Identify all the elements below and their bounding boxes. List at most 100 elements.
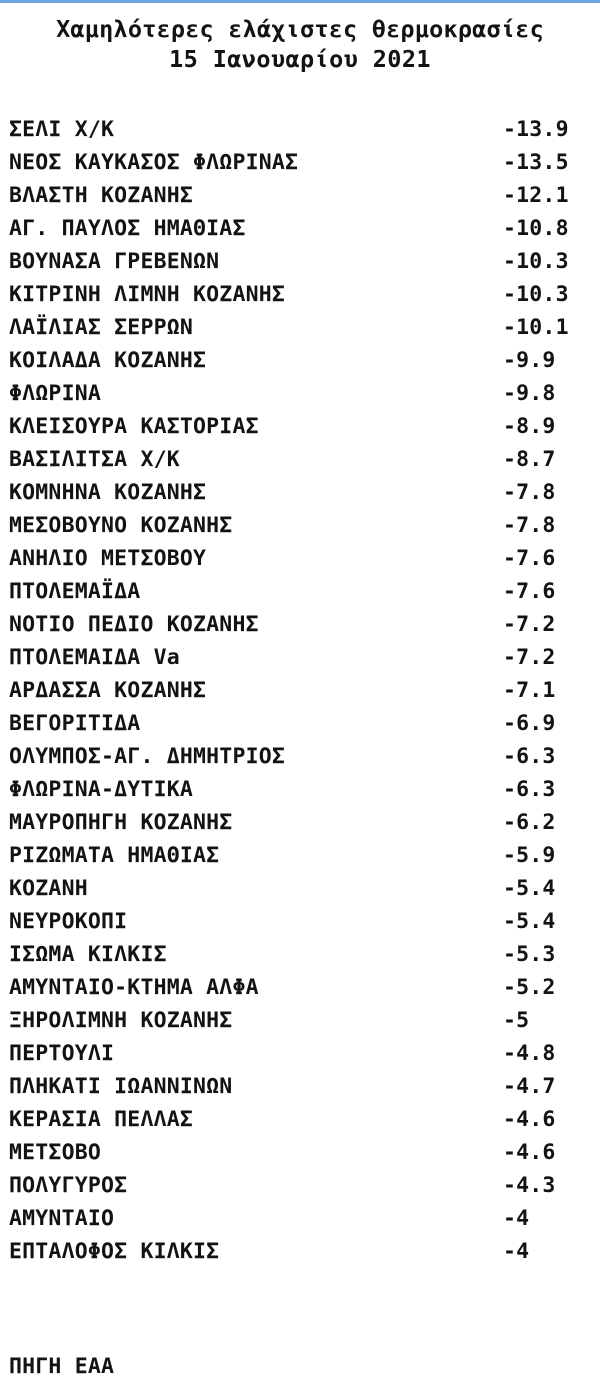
station-name: ΡΙΖΩΜΑΤΑ ΗΜΑΘΙΑΣ [9, 843, 220, 868]
table-row: ΝΕΟΣ ΚΑΥΚΑΣΟΣ ΦΛΩΡΙΝΑΣ -13.5 [0, 146, 600, 179]
table-row: ΜΑΥΡΟΠΗΓΗ ΚΟΖΑΝΗΣ -6.2 [0, 806, 600, 839]
station-name: ΝΕΟΣ ΚΑΥΚΑΣΟΣ ΦΛΩΡΙΝΑΣ [9, 150, 299, 175]
report-header: Χαμηλότερες ελάχιστες θερμοκρασίες 15 Ια… [0, 3, 600, 74]
station-name: ΒΑΣΙΛΙΤΣΑ Χ/Κ [9, 447, 180, 472]
station-name: ΠΤΟΛΕΜΑΙΔΑ Va [9, 645, 180, 670]
station-name: ΙΣΩΜΑ ΚΙΛΚΙΣ [9, 942, 167, 967]
temperature-value: -13.5 [503, 150, 569, 175]
source-label: ΠΗΓΗ ΕΑΑ [9, 1354, 115, 1379]
temperature-value: -12.1 [503, 183, 569, 208]
temperature-value: -4.6 [503, 1107, 556, 1132]
temperature-value: -4 [503, 1206, 530, 1231]
temperature-value: -4.7 [503, 1074, 556, 1099]
top-accent-rule [0, 0, 600, 3]
station-name: ΑΓ. ΠΑΥΛΟΣ ΗΜΑΘΙΑΣ [9, 216, 246, 241]
temperature-value: -7.6 [503, 546, 556, 571]
temperature-value: -7.2 [503, 612, 556, 637]
table-row: ΛΑΪΛΙΑΣ ΣΕΡΡΩΝ -10.1 [0, 311, 600, 344]
temperature-value: -10.8 [503, 216, 569, 241]
station-name: ΜΑΥΡΟΠΗΓΗ ΚΟΖΑΝΗΣ [9, 810, 233, 835]
temperature-table: ΣΕΛΙ Χ/Κ -13.9 ΝΕΟΣ ΚΑΥΚΑΣΟΣ ΦΛΩΡΙΝΑΣ -13.5… [0, 113, 600, 1268]
table-row: ΒΟΥΝΑΣΑ ΓΡΕΒΕΝΩΝ -10.3 [0, 245, 600, 278]
table-row: ΚΛΕΙΣΟΥΡΑ ΚΑΣΤΟΡΙΑΣ -8.9 [0, 410, 600, 443]
station-name: ΑΜΥΝΤΑΙΟ [9, 1206, 115, 1231]
temperature-value: -9.8 [503, 381, 556, 406]
station-name: ΕΠΤΑΛΟΦΟΣ ΚΙΛΚΙΣ [9, 1239, 220, 1264]
table-row: ΠΟΛΥΓΥΡΟΣ -4.3 [0, 1169, 600, 1202]
temperature-report-sheet: Χαμηλότερες ελάχιστες θερμοκρασίες 15 Ια… [0, 3, 600, 1399]
station-name: ΚΟΙΛΑΔΑ ΚΟΖΑΝΗΣ [9, 348, 207, 373]
temperature-value: -7.6 [503, 579, 556, 604]
station-name: ΜΕΣΟΒΟΥΝΟ ΚΟΖΑΝΗΣ [9, 513, 233, 538]
station-name: ΟΛΥΜΠΟΣ-ΑΓ. ΔΗΜΗΤΡΙΟΣ [9, 744, 286, 769]
temperature-value: -6.2 [503, 810, 556, 835]
temperature-value: -4.3 [503, 1173, 556, 1198]
table-row: ΟΛΥΜΠΟΣ-ΑΓ. ΔΗΜΗΤΡΙΟΣ -6.3 [0, 740, 600, 773]
temperature-value: -13.9 [503, 117, 569, 142]
temperature-value: -6.9 [503, 711, 556, 736]
table-row: ΙΣΩΜΑ ΚΙΛΚΙΣ -5.3 [0, 938, 600, 971]
station-name: ΑΡΔΑΣΣΑ ΚΟΖΑΝΗΣ [9, 678, 207, 703]
temperature-value: -5 [503, 1008, 530, 1033]
table-row: ΜΕΤΣΟΒΟ -4.6 [0, 1136, 600, 1169]
table-row: ΑΡΔΑΣΣΑ ΚΟΖΑΝΗΣ -7.1 [0, 674, 600, 707]
table-row: ΞΗΡΟΛΙΜΝΗ ΚΟΖΑΝΗΣ -5 [0, 1004, 600, 1037]
temperature-value: -7.2 [503, 645, 556, 670]
station-name: ΠΟΛΥΓΥΡΟΣ [9, 1173, 128, 1198]
temperature-value: -9.9 [503, 348, 556, 373]
table-row: ΦΛΩΡΙΝΑ-ΔΥΤΙΚΑ -6.3 [0, 773, 600, 806]
table-row: ΑΝΗΛΙΟ ΜΕΤΣΟΒΟΥ -7.6 [0, 542, 600, 575]
table-row: ΚΙΤΡΙΝΗ ΛΙΜΝΗ ΚΟΖΑΝΗΣ -10.3 [0, 278, 600, 311]
temperature-value: -10.1 [503, 315, 569, 340]
table-row: ΒΛΑΣΤΗ ΚΟΖΑΝΗΣ -12.1 [0, 179, 600, 212]
table-row: ΠΛΗΚΑΤΙ ΙΩΑΝΝΙΝΩΝ -4.7 [0, 1070, 600, 1103]
temperature-value: -5.3 [503, 942, 556, 967]
temperature-value: -7.8 [503, 480, 556, 505]
table-row: ΝΕΥΡΟΚΟΠΙ -5.4 [0, 905, 600, 938]
station-name: ΛΑΪΛΙΑΣ ΣΕΡΡΩΝ [9, 315, 194, 340]
station-name: ΑΜΥΝΤΑΙΟ-ΚΤΗΜΑ ΑΛΦΑ [9, 975, 259, 1000]
table-row: ΚΟΜΝΗΝΑ ΚΟΖΑΝΗΣ -7.8 [0, 476, 600, 509]
station-name: ΒΟΥΝΑΣΑ ΓΡΕΒΕΝΩΝ [9, 249, 220, 274]
station-name: ΚΕΡΑΣΙΑ ΠΕΛΛΑΣ [9, 1107, 194, 1132]
station-name: ΦΛΩΡΙΝΑ [9, 381, 102, 406]
temperature-value: -7.8 [503, 513, 556, 538]
station-name: ΦΛΩΡΙΝΑ-ΔΥΤΙΚΑ [9, 777, 194, 802]
table-row: ΑΓ. ΠΑΥΛΟΣ ΗΜΑΘΙΑΣ -10.8 [0, 212, 600, 245]
station-name: ΠΕΡΤΟΥΛΙ [9, 1041, 115, 1066]
station-name: ΒΕΓΟΡΙΤΙΔΑ [9, 711, 141, 736]
temperature-value: -4.8 [503, 1041, 556, 1066]
table-row: ΡΙΖΩΜΑΤΑ ΗΜΑΘΙΑΣ -5.9 [0, 839, 600, 872]
station-name: ΚΟΖΑΝΗ [9, 876, 88, 901]
temperature-value: -7.1 [503, 678, 556, 703]
temperature-value: -6.3 [503, 744, 556, 769]
temperature-value: -5.4 [503, 876, 556, 901]
station-name: ΝΕΥΡΟΚΟΠΙ [9, 909, 128, 934]
temperature-value: -5.2 [503, 975, 556, 1000]
station-name: ΒΛΑΣΤΗ ΚΟΖΑΝΗΣ [9, 183, 194, 208]
station-name: ΚΟΜΝΗΝΑ ΚΟΖΑΝΗΣ [9, 480, 207, 505]
report-date: 15 Ιανουαρίου 2021 [169, 45, 431, 73]
station-name: ΞΗΡΟΛΙΜΝΗ ΚΟΖΑΝΗΣ [9, 1008, 233, 1033]
station-name: ΠΛΗΚΑΤΙ ΙΩΑΝΝΙΝΩΝ [9, 1074, 233, 1099]
table-row: ΒΕΓΟΡΙΤΙΔΑ -6.9 [0, 707, 600, 740]
table-row: ΚΟΙΛΑΔΑ ΚΟΖΑΝΗΣ -9.9 [0, 344, 600, 377]
table-row: ΚΟΖΑΝΗ -5.4 [0, 872, 600, 905]
table-row: ΒΑΣΙΛΙΤΣΑ Χ/Κ -8.7 [0, 443, 600, 476]
station-name: ΑΝΗΛΙΟ ΜΕΤΣΟΒΟΥ [9, 546, 207, 571]
table-row: ΚΕΡΑΣΙΑ ΠΕΛΛΑΣ -4.6 [0, 1103, 600, 1136]
temperature-value: -8.9 [503, 414, 556, 439]
page-title: Χαμηλότερες ελάχιστες θερμοκρασίες [56, 15, 544, 43]
station-name: ΠΤΟΛΕΜΑΪΔΑ [9, 579, 141, 604]
temperature-value: -10.3 [503, 249, 569, 274]
station-name: ΣΕΛΙ Χ/Κ [9, 117, 115, 142]
table-row: ΠΤΟΛΕΜΑΪΔΑ -7.6 [0, 575, 600, 608]
station-name: ΜΕΤΣΟΒΟ [9, 1140, 102, 1165]
temperature-value: -5.4 [503, 909, 556, 934]
table-row: ΕΠΤΑΛΟΦΟΣ ΚΙΛΚΙΣ -4 [0, 1235, 600, 1268]
temperature-value: -4.6 [503, 1140, 556, 1165]
temperature-value: -5.9 [503, 843, 556, 868]
station-name: ΚΛΕΙΣΟΥΡΑ ΚΑΣΤΟΡΙΑΣ [9, 414, 259, 439]
station-name: ΝΟΤΙΟ ΠΕΔΙΟ ΚΟΖΑΝΗΣ [9, 612, 259, 637]
table-row: ΑΜΥΝΤΑΙΟ-ΚΤΗΜΑ ΑΛΦΑ -5.2 [0, 971, 600, 1004]
